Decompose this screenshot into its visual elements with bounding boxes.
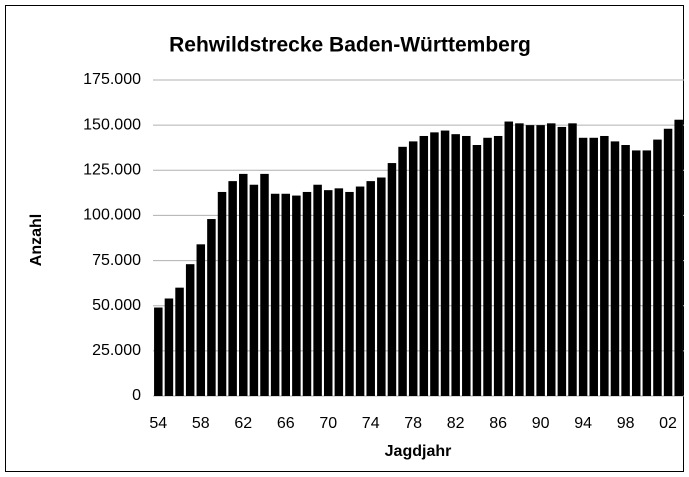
bar xyxy=(557,126,567,396)
bar xyxy=(419,135,429,396)
bar xyxy=(621,145,630,396)
bar xyxy=(366,181,375,396)
bar xyxy=(281,193,290,396)
x-tick-label: 74 xyxy=(362,415,380,432)
y-axis-label: Anzahl xyxy=(28,214,45,266)
x-tick-label: 98 xyxy=(617,415,635,432)
y-tick-label: 175.000 xyxy=(83,71,141,88)
bar xyxy=(164,298,174,396)
bar xyxy=(589,137,598,397)
x-tick-label: 94 xyxy=(574,415,592,432)
bar xyxy=(387,163,397,396)
x-tick-label: 58 xyxy=(192,415,210,432)
bar xyxy=(547,123,556,396)
x-tick-label: 70 xyxy=(319,415,337,432)
bar xyxy=(313,184,322,396)
bar xyxy=(175,287,184,396)
bar xyxy=(239,173,248,396)
bar xyxy=(504,121,514,396)
bar xyxy=(642,150,652,396)
x-tick-label: 66 xyxy=(277,415,295,432)
bar xyxy=(600,135,609,396)
x-tick-label: 02 xyxy=(659,415,677,432)
bar xyxy=(196,244,206,396)
y-tick-label: 150.000 xyxy=(83,116,141,133)
y-tick-label: 100.000 xyxy=(83,207,141,224)
y-tick-label: 25.000 xyxy=(92,342,141,359)
x-tick-label: 62 xyxy=(234,415,252,432)
bar xyxy=(355,186,365,396)
bar xyxy=(398,146,407,396)
bar xyxy=(440,130,450,396)
y-tick-label: 0 xyxy=(132,387,141,404)
bar xyxy=(408,141,418,396)
bar xyxy=(674,119,683,397)
bar xyxy=(302,191,312,396)
y-tick-label: 75.000 xyxy=(92,252,141,269)
x-tick-label: 54 xyxy=(149,415,167,432)
x-axis-label: Jagdjahr xyxy=(385,443,452,460)
bar xyxy=(493,135,503,396)
x-tick-label: 90 xyxy=(532,415,550,432)
bar xyxy=(578,137,588,397)
bar xyxy=(663,128,673,397)
bar xyxy=(185,264,195,396)
bar xyxy=(249,184,259,396)
bar xyxy=(525,125,535,397)
bar xyxy=(536,125,545,397)
bar xyxy=(270,193,280,396)
bar xyxy=(377,177,386,396)
bar xyxy=(568,123,577,396)
bar xyxy=(462,135,471,396)
bar xyxy=(451,134,460,396)
bar xyxy=(631,150,641,396)
bar xyxy=(430,132,439,396)
bar xyxy=(154,307,163,396)
bar xyxy=(260,173,269,396)
x-tick-label: 86 xyxy=(489,415,507,432)
bar xyxy=(653,139,662,397)
x-tick-label: 78 xyxy=(404,415,422,432)
bar xyxy=(334,188,344,396)
bar xyxy=(345,191,354,396)
bar xyxy=(217,191,227,396)
bar xyxy=(207,219,216,396)
bar xyxy=(515,123,524,396)
x-tick-label: 82 xyxy=(447,415,465,432)
chart-title: Rehwildstrecke Baden-Württemberg xyxy=(169,34,531,57)
bar xyxy=(483,137,492,397)
bar xyxy=(472,145,482,396)
bar xyxy=(323,190,333,396)
y-tick-label: 50.000 xyxy=(92,297,141,314)
bar xyxy=(292,195,301,396)
bar xyxy=(610,141,620,396)
y-tick-label: 125.000 xyxy=(83,162,141,179)
bar xyxy=(228,181,237,396)
